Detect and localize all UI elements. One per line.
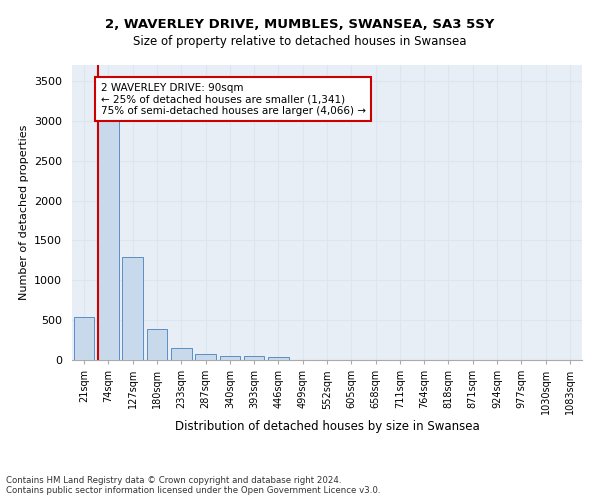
Y-axis label: Number of detached properties: Number of detached properties <box>19 125 29 300</box>
Text: 2, WAVERLEY DRIVE, MUMBLES, SWANSEA, SA3 5SY: 2, WAVERLEY DRIVE, MUMBLES, SWANSEA, SA3… <box>106 18 494 30</box>
Text: 2 WAVERLEY DRIVE: 90sqm
← 25% of detached houses are smaller (1,341)
75% of semi: 2 WAVERLEY DRIVE: 90sqm ← 25% of detache… <box>101 82 365 116</box>
Bar <box>171 348 191 360</box>
Bar <box>74 317 94 360</box>
Text: Contains public sector information licensed under the Open Government Licence v3: Contains public sector information licen… <box>6 486 380 495</box>
Bar <box>195 354 216 360</box>
Bar <box>122 257 143 360</box>
Text: Size of property relative to detached houses in Swansea: Size of property relative to detached ho… <box>133 35 467 48</box>
Bar <box>220 356 240 360</box>
Bar <box>146 329 167 360</box>
Bar <box>244 356 265 360</box>
Text: Contains HM Land Registry data © Crown copyright and database right 2024.: Contains HM Land Registry data © Crown c… <box>6 476 341 485</box>
Bar <box>98 92 119 360</box>
X-axis label: Distribution of detached houses by size in Swansea: Distribution of detached houses by size … <box>175 420 479 433</box>
Bar <box>268 357 289 360</box>
